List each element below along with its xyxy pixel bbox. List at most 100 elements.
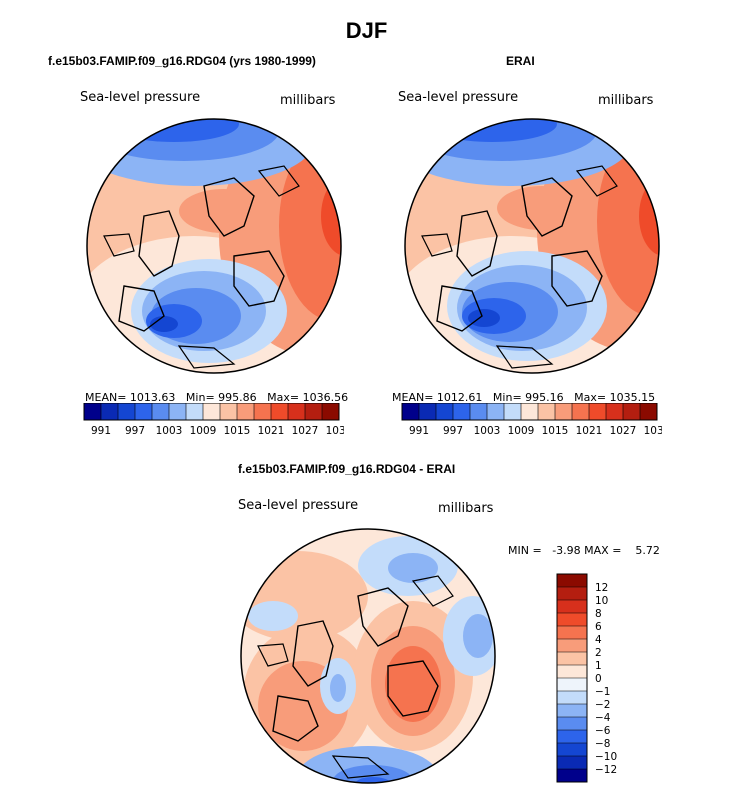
colorbar-box — [504, 403, 522, 420]
colorbar-box — [640, 403, 658, 420]
colorbar-tick-label: 12 — [595, 582, 608, 594]
panel-3-min: -3.98 — [552, 544, 581, 557]
panel-2-map — [404, 118, 660, 374]
colorbar-box — [101, 403, 119, 420]
panel-3-map — [240, 528, 496, 784]
colorbar-box — [557, 717, 587, 731]
panel-1-field — [87, 119, 341, 373]
panel-3-stats: MIN = -3.98 MAX = 5.72 — [508, 544, 660, 557]
panel-3-max-label: MAX = — [584, 544, 622, 557]
colorbar-tick-label: 997 — [125, 425, 145, 437]
panel-1-colorbar: 991 997 1003 1009 1015 1021 1027 1033 — [83, 403, 344, 437]
colorbar-box — [254, 403, 272, 420]
colorbar-tick-label: 6 — [595, 621, 602, 633]
panel-2-max-label: Max= — [574, 391, 607, 404]
colorbar-box — [453, 403, 471, 420]
colorbar-box — [237, 403, 255, 420]
panel-2-variable: Sea-level pressure — [398, 90, 519, 105]
panel-2-mean-label: MEAN= — [392, 391, 434, 404]
colorbar-box — [557, 704, 587, 718]
colorbar-box — [557, 600, 587, 614]
colorbar-tick-label: 997 — [443, 425, 463, 437]
colorbar-box — [538, 403, 556, 420]
colorbar-tick-label: −12 — [595, 764, 617, 776]
panel-2-min: 995.16 — [525, 391, 564, 404]
colorbar-box — [436, 403, 454, 420]
colorbar-box — [557, 756, 587, 770]
colorbar-tick-label: 1003 — [156, 425, 183, 437]
colorbar-box — [557, 730, 587, 744]
panel-1-max-label: Max= — [267, 391, 300, 404]
colorbar-box — [135, 403, 153, 420]
colorbar-tick-label: 10 — [595, 595, 608, 607]
colorbar-box — [557, 743, 587, 757]
colorbar-box — [557, 626, 587, 640]
panel-2-mean: 1012.61 — [436, 391, 483, 404]
colorbar-tick-label: 991 — [409, 425, 429, 437]
panel-2-units: millibars — [598, 93, 654, 108]
colorbar-box — [572, 403, 590, 420]
colorbar-box — [557, 652, 587, 666]
colorbar-box — [152, 403, 170, 420]
colorbar-box — [557, 574, 587, 588]
colorbar-box — [118, 403, 136, 420]
colorbar-tick-label: −1 — [595, 686, 610, 698]
colorbar-box — [557, 665, 587, 679]
colorbar-tick-label: 1027 — [292, 425, 319, 437]
panel-2-min-label: Min= — [492, 391, 522, 404]
colorbar-box — [186, 403, 204, 420]
colorbar-tick-label: 1009 — [508, 425, 535, 437]
colorbar-box — [606, 403, 624, 420]
panel-2-stats: MEAN= 1012.61 Min= 995.16 Max= 1035.15 — [392, 391, 655, 404]
colorbar-box — [169, 403, 187, 420]
panel-2-colorbar: 991 997 1003 1009 1015 1021 1027 1033 — [401, 403, 662, 437]
colorbar-box — [623, 403, 641, 420]
panel-1-min: 995.86 — [218, 391, 257, 404]
colorbar-box — [271, 403, 289, 420]
colorbar-box — [521, 403, 539, 420]
colorbar-box — [220, 403, 238, 420]
panel-2-max: 1035.15 — [609, 391, 656, 404]
colorbar-tick-label: 2 — [595, 647, 602, 659]
panel-1-variable: Sea-level pressure — [80, 90, 201, 105]
colorbar-box — [557, 769, 587, 783]
colorbar-tick-label: −2 — [595, 699, 610, 711]
panel-2-field — [405, 119, 659, 373]
colorbar-tick-label: 1027 — [610, 425, 637, 437]
colorbar-box — [84, 403, 102, 420]
colorbar-tick-label: −6 — [595, 725, 611, 737]
colorbar-box — [589, 403, 607, 420]
panel-1-units: millibars — [280, 93, 336, 108]
colorbar-box — [555, 403, 573, 420]
colorbar-box — [305, 403, 323, 420]
colorbar-box — [557, 639, 587, 653]
panel-1-stats: MEAN= 1013.63 Min= 995.86 Max= 1036.56 — [85, 391, 348, 404]
colorbar-box — [402, 403, 420, 420]
colorbar-tick-label: 1 — [595, 660, 602, 672]
colorbar-tick-label: 1021 — [258, 425, 285, 437]
panel-1-max: 1036.56 — [302, 391, 349, 404]
panel-1-mean-label: MEAN= — [85, 391, 127, 404]
colorbar-tick-label: 1021 — [576, 425, 603, 437]
colorbar-tick-label: 1003 — [474, 425, 501, 437]
panel-2-title: ERAI — [506, 54, 535, 68]
colorbar-tick-label: 1015 — [224, 425, 251, 437]
colorbar-box — [419, 403, 437, 420]
colorbar-box — [470, 403, 488, 420]
colorbar-tick-label: 1015 — [542, 425, 569, 437]
panel-1-min-label: Min= — [185, 391, 215, 404]
colorbar-tick-label: 1033 — [644, 425, 662, 437]
colorbar-box — [487, 403, 505, 420]
colorbar-tick-label: 0 — [595, 673, 602, 685]
colorbar-box — [557, 613, 587, 627]
colorbar-box — [557, 678, 587, 692]
panel-1-map — [86, 118, 342, 374]
colorbar-tick-label: −4 — [595, 712, 611, 724]
colorbar-box — [322, 403, 340, 420]
panel-1-mean: 1013.63 — [129, 391, 176, 404]
colorbar-tick-label: 4 — [595, 634, 602, 646]
panel-3-field — [241, 529, 495, 783]
panel-3-variable: Sea-level pressure — [238, 498, 359, 513]
panel-3-min-label: MIN = — [508, 544, 542, 557]
